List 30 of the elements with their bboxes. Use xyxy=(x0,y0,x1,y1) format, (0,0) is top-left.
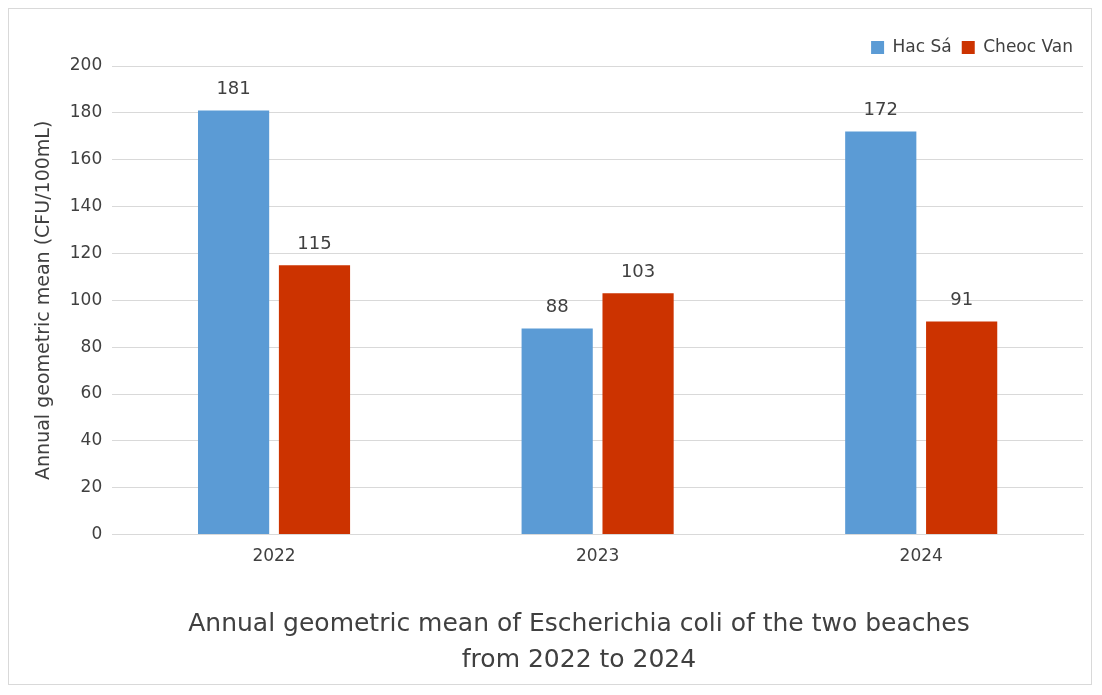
y-tick-label: 40 xyxy=(80,429,103,450)
bar xyxy=(521,328,593,535)
legend-label: Hac Sá xyxy=(892,35,952,56)
text: Annual geometric mean of Escherichia coli of the two beaches from 2022 to 2024 xyxy=(187,607,971,675)
data-label: 88 xyxy=(545,295,569,317)
legend-label: Cheoc Van xyxy=(983,35,1074,56)
bar xyxy=(845,131,917,535)
y-tick-label: 180 xyxy=(69,101,103,122)
y-tick-label: 60 xyxy=(80,382,103,403)
y-tick-label: 100 xyxy=(69,288,103,309)
data-label: 181 xyxy=(216,77,251,99)
data-label: 91 xyxy=(950,288,974,310)
data-label: 172 xyxy=(863,98,898,120)
bar xyxy=(926,321,998,535)
y-tick-label: 120 xyxy=(69,241,103,262)
x-tick-label: 2023 xyxy=(575,545,620,566)
x-tick-label: 2024 xyxy=(899,545,943,566)
y-tick-label: 160 xyxy=(69,148,103,169)
data-label: 103 xyxy=(620,259,656,281)
data-label: 115 xyxy=(297,231,332,253)
y-tick-label: 20 xyxy=(80,476,103,497)
bar xyxy=(198,110,270,535)
bar xyxy=(602,293,674,535)
y-tick-label: 200 xyxy=(69,54,103,75)
y-tick-label: 140 xyxy=(69,195,103,215)
y-tick-label: 80 xyxy=(80,335,103,356)
y-tick-label: 0 xyxy=(91,523,103,544)
y-axis-title: Annual geometric mean (CFU/100mL) xyxy=(31,120,54,480)
bar xyxy=(278,265,351,535)
x-tick-label: 2022 xyxy=(252,545,296,566)
